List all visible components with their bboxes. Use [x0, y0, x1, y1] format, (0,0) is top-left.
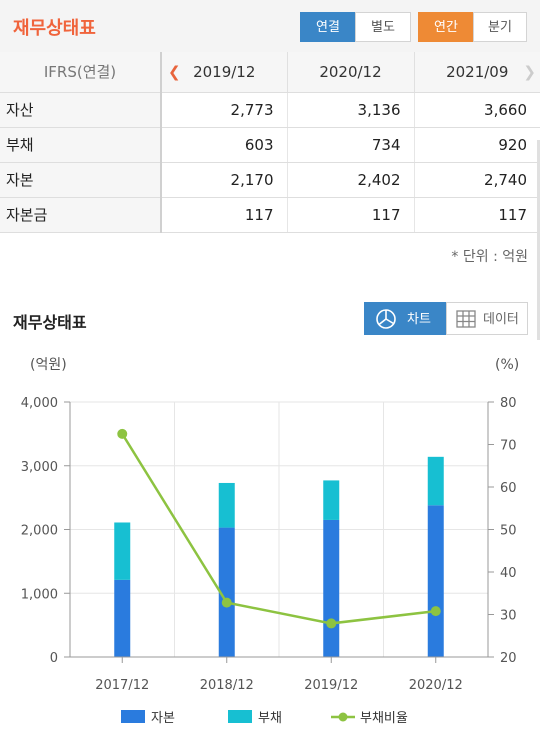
- legend-label-capital: 자본: [151, 711, 175, 726]
- right-tick-label: 60: [500, 481, 517, 496]
- period-header: ❮ 2019/12: [160, 52, 287, 93]
- table-cell: 2,773: [160, 92, 287, 128]
- table-cell: 117: [286, 197, 414, 233]
- table-cell: 2,740: [413, 162, 540, 198]
- chart: (억원) (%) 0 1,000 2,000 3,000 4,000 20 30 40 50 60…: [21, 357, 519, 726]
- table-row: 부채 603 734 920: [0, 127, 540, 163]
- left-tick-label: 1,000: [21, 587, 58, 602]
- financial-table: IFRS(연결) ❮ 2019/12 2020/12 2021/09 ❯ 자산 …: [0, 52, 540, 233]
- table-cell: 734: [286, 127, 414, 163]
- right-axis-unit: (%): [495, 357, 519, 373]
- data-view-button[interactable]: 데이터: [446, 302, 528, 335]
- right-tick-label: 20: [500, 651, 517, 666]
- right-tick-label: 50: [500, 524, 517, 539]
- section-title: 재무상태표: [13, 313, 87, 332]
- right-tick-label: 40: [500, 566, 517, 581]
- pie-chart-icon: [376, 309, 396, 329]
- row-label: 자본: [0, 162, 162, 198]
- left-tick-label: 3,000: [21, 460, 58, 475]
- legend-label-debt: 부채: [258, 711, 282, 726]
- period-header: 2021/09 ❯: [413, 52, 540, 93]
- table-row: 자산 2,773 3,136 3,660: [0, 92, 540, 128]
- right-tick-label: 30: [500, 609, 517, 624]
- period-header: 2020/12: [286, 52, 414, 93]
- bar-debt: [114, 522, 131, 580]
- table-row: 자본금 117 117 117: [0, 197, 540, 233]
- row-label: 자본금: [0, 197, 162, 233]
- left-tick-label: 2,000: [21, 524, 58, 539]
- table-cell: 2,402: [286, 162, 414, 198]
- unit-note: * 단위 : 억원: [451, 249, 528, 265]
- annual-button[interactable]: 연간: [418, 12, 474, 42]
- x-tick-label: 2019/12: [304, 678, 358, 693]
- chart-button-label: 차트: [407, 312, 431, 327]
- table-cell: 3,136: [286, 92, 414, 128]
- table-cell: 3,660: [413, 92, 540, 128]
- right-tick-label: 70: [500, 439, 517, 454]
- bar-debt: [427, 456, 444, 506]
- scrollbar[interactable]: [537, 140, 540, 340]
- consolidated-button[interactable]: 연결: [300, 12, 356, 42]
- header-bar: 재무상태표 연결 별도 연간 분기: [0, 0, 540, 53]
- chevron-left-icon[interactable]: ❮: [168, 63, 181, 81]
- table-grid-icon: [456, 310, 476, 328]
- right-tick-label: 80: [500, 396, 517, 411]
- quarterly-button[interactable]: 분기: [473, 12, 527, 42]
- x-tick-label: 2020/12: [409, 678, 463, 693]
- bar-debt: [323, 480, 340, 520]
- bar-capital: [218, 527, 235, 657]
- bar-capital: [323, 519, 340, 657]
- legend-swatch-ratio-point: [338, 712, 348, 722]
- table-header-row: IFRS(연결) ❮ 2019/12 2020/12 2021/09 ❯: [0, 52, 540, 93]
- table-cell: 603: [160, 127, 287, 163]
- ratio-point: [221, 597, 232, 608]
- chevron-right-icon[interactable]: ❯: [523, 63, 536, 81]
- legend-swatch-debt: [228, 710, 252, 723]
- legend: 자본 부채 부채비율: [121, 710, 408, 726]
- legend-swatch-capital: [121, 710, 145, 723]
- left-tick-label: 4,000: [21, 396, 58, 411]
- ratio-point: [326, 618, 337, 629]
- bar-capital: [427, 505, 444, 657]
- ratio-point: [430, 606, 441, 617]
- left-axis-unit: (억원): [30, 357, 67, 373]
- legend-label-ratio: 부채비율: [360, 711, 408, 726]
- ratio-line: [117, 428, 441, 629]
- table-corner-label: IFRS(연결): [0, 52, 162, 93]
- left-tick-label: 0: [50, 651, 58, 666]
- chart-view-button[interactable]: 차트: [364, 302, 447, 335]
- grid: [69, 401, 489, 657]
- separate-button[interactable]: 별도: [355, 12, 411, 42]
- data-button-label: 데이터: [483, 312, 519, 327]
- x-tick-label: 2018/12: [200, 678, 254, 693]
- bar-debt: [218, 482, 235, 528]
- bars: [114, 456, 444, 657]
- table-cell: 117: [413, 197, 540, 233]
- table-cell: 117: [160, 197, 287, 233]
- bar-capital: [114, 579, 131, 657]
- page-title: 재무상태표: [13, 18, 96, 39]
- x-tick-label: 2017/12: [95, 678, 149, 693]
- axes: 0 1,000 2,000 3,000 4,000 20 30 40 50 60 70 80 2017/…: [21, 396, 517, 693]
- table-cell: 920: [413, 127, 540, 163]
- ratio-line-path: [121, 433, 436, 625]
- row-label: 자산: [0, 92, 162, 128]
- table-row: 자본 2,170 2,402 2,740: [0, 162, 540, 198]
- ratio-point: [117, 428, 128, 439]
- table-cell: 2,170: [160, 162, 287, 198]
- row-label: 부채: [0, 127, 162, 163]
